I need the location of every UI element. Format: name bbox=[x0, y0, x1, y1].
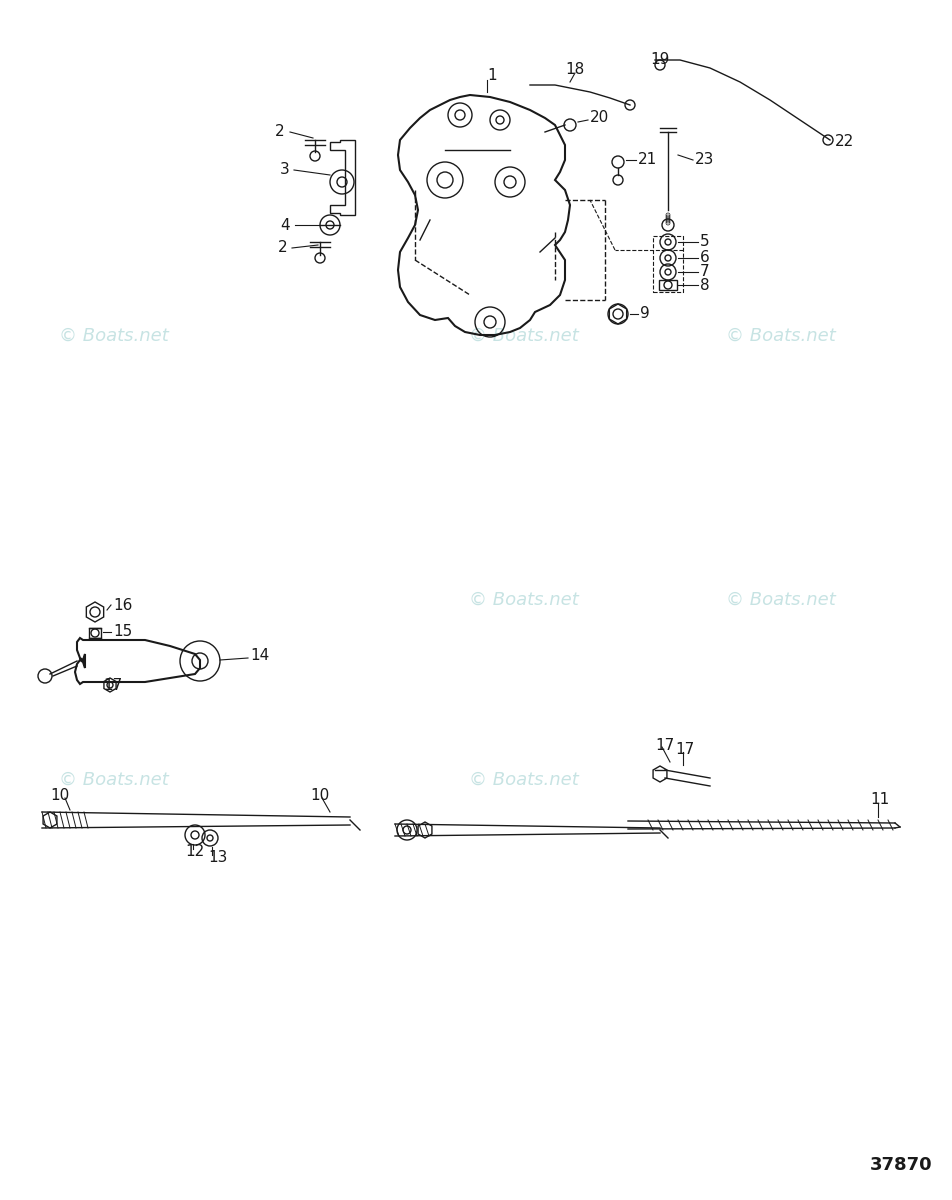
Text: 19: 19 bbox=[650, 53, 669, 67]
Text: © Boats.net: © Boats.net bbox=[59, 326, 169, 346]
Text: 2: 2 bbox=[278, 240, 288, 256]
Text: 22: 22 bbox=[835, 134, 854, 150]
Bar bbox=[659, 280, 677, 290]
Text: 9: 9 bbox=[640, 306, 650, 322]
Text: 13: 13 bbox=[208, 851, 228, 865]
Bar bbox=[653, 236, 683, 292]
Text: 17: 17 bbox=[103, 678, 122, 692]
Text: © Boats.net: © Boats.net bbox=[725, 326, 836, 346]
Text: 37870: 37870 bbox=[870, 1156, 933, 1174]
Text: 3: 3 bbox=[280, 162, 289, 178]
Text: 6: 6 bbox=[700, 251, 710, 265]
Text: © Boats.net: © Boats.net bbox=[468, 326, 579, 346]
Text: 17: 17 bbox=[675, 743, 694, 757]
Text: 14: 14 bbox=[250, 648, 269, 662]
Text: 15: 15 bbox=[113, 624, 132, 640]
Text: 11: 11 bbox=[870, 792, 889, 808]
Text: 7: 7 bbox=[700, 264, 709, 280]
Bar bbox=[89, 628, 101, 638]
Text: 10: 10 bbox=[310, 787, 329, 803]
Text: © Boats.net: © Boats.net bbox=[468, 590, 579, 608]
Text: © Boats.net: © Boats.net bbox=[59, 770, 169, 790]
Text: 10: 10 bbox=[50, 787, 69, 803]
Text: 1: 1 bbox=[487, 67, 497, 83]
Text: 21: 21 bbox=[638, 152, 657, 168]
Text: 23: 23 bbox=[695, 152, 714, 168]
Text: 4: 4 bbox=[280, 217, 289, 233]
Text: © Boats.net: © Boats.net bbox=[468, 770, 579, 790]
Text: 8: 8 bbox=[700, 277, 709, 293]
Text: 12: 12 bbox=[185, 845, 205, 859]
Text: 20: 20 bbox=[590, 110, 609, 126]
Text: 17: 17 bbox=[655, 738, 674, 752]
Text: 5: 5 bbox=[700, 234, 709, 250]
Text: 16: 16 bbox=[113, 598, 132, 612]
Text: © Boats.net: © Boats.net bbox=[725, 590, 836, 608]
Text: 18: 18 bbox=[565, 62, 585, 78]
Text: 2: 2 bbox=[275, 125, 285, 139]
